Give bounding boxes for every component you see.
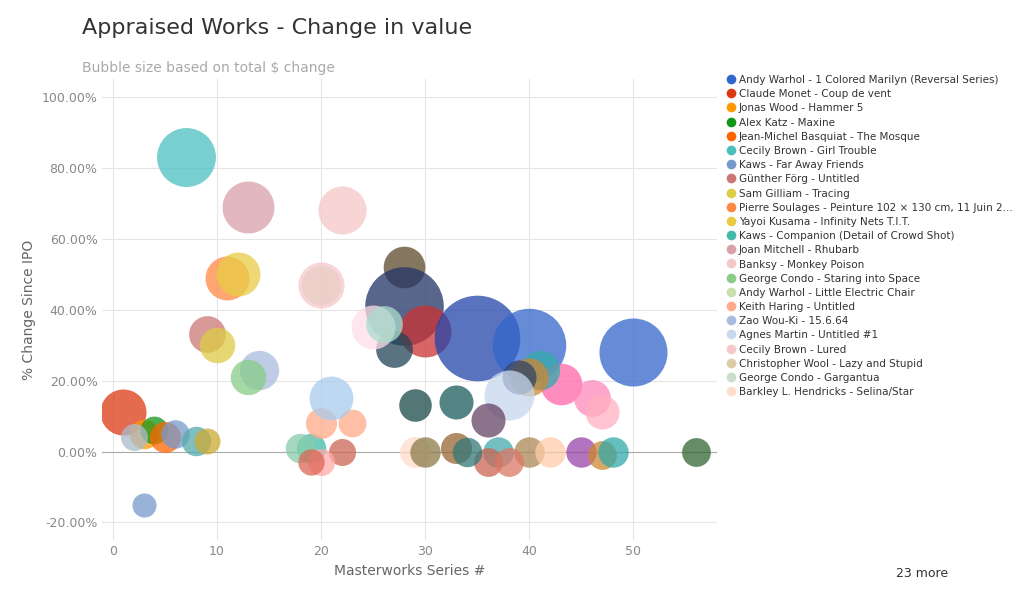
Point xyxy=(126,432,142,442)
Point xyxy=(302,443,318,453)
Point xyxy=(501,457,517,467)
Point xyxy=(313,457,330,467)
Point xyxy=(240,372,256,382)
Point xyxy=(501,390,517,399)
Point xyxy=(688,447,705,456)
Point xyxy=(229,270,246,279)
Point xyxy=(365,322,381,332)
Point xyxy=(584,393,600,403)
Point xyxy=(146,426,163,435)
Point xyxy=(199,436,215,446)
Point xyxy=(136,500,153,510)
Point xyxy=(240,202,256,211)
Point xyxy=(417,326,433,336)
Point xyxy=(167,429,183,439)
Point xyxy=(552,379,568,389)
Point xyxy=(542,447,558,456)
Point xyxy=(521,340,538,350)
Point xyxy=(313,280,330,290)
Point xyxy=(573,447,590,456)
Point xyxy=(302,457,318,467)
Point xyxy=(521,372,538,382)
Point xyxy=(334,205,350,215)
Text: Appraised Works - Change in value: Appraised Works - Change in value xyxy=(82,18,472,38)
Text: Bubble size based on total $ change: Bubble size based on total $ change xyxy=(82,61,335,75)
Point xyxy=(115,408,131,418)
Point xyxy=(344,418,360,428)
Point xyxy=(199,330,215,339)
Point xyxy=(136,429,153,439)
X-axis label: Masterworks Series #: Masterworks Series # xyxy=(334,564,485,578)
Point xyxy=(489,447,506,456)
Point xyxy=(188,436,205,446)
Point xyxy=(177,152,194,162)
Point xyxy=(626,347,642,357)
Legend: Andy Warhol - 1 Colored Marilyn (Reversal Series), Claude Monet - Coup de vent, : Andy Warhol - 1 Colored Marilyn (Reversa… xyxy=(728,75,1013,397)
Point xyxy=(449,397,465,407)
Point xyxy=(209,340,225,350)
Point xyxy=(594,450,610,460)
Point xyxy=(376,319,392,328)
Point xyxy=(251,365,267,375)
Point xyxy=(396,301,413,311)
Point xyxy=(594,408,610,418)
Point xyxy=(313,418,330,428)
Point xyxy=(157,432,173,442)
Point xyxy=(521,447,538,456)
Point xyxy=(313,280,330,290)
Point xyxy=(396,262,413,272)
Point xyxy=(449,443,465,453)
Point xyxy=(459,447,475,456)
Point xyxy=(407,401,423,410)
Point xyxy=(531,365,548,375)
Y-axis label: % Change Since IPO: % Change Since IPO xyxy=(23,239,36,380)
Point xyxy=(479,415,496,424)
Point xyxy=(469,333,485,343)
Point xyxy=(292,443,308,453)
Point xyxy=(604,447,621,456)
Point xyxy=(334,447,350,456)
Point xyxy=(219,273,236,282)
Point xyxy=(324,393,340,403)
Point xyxy=(511,372,527,382)
Point xyxy=(386,344,402,353)
Point xyxy=(407,447,423,456)
Point xyxy=(479,457,496,467)
Text: 23 more: 23 more xyxy=(896,567,948,580)
Point xyxy=(417,447,433,456)
